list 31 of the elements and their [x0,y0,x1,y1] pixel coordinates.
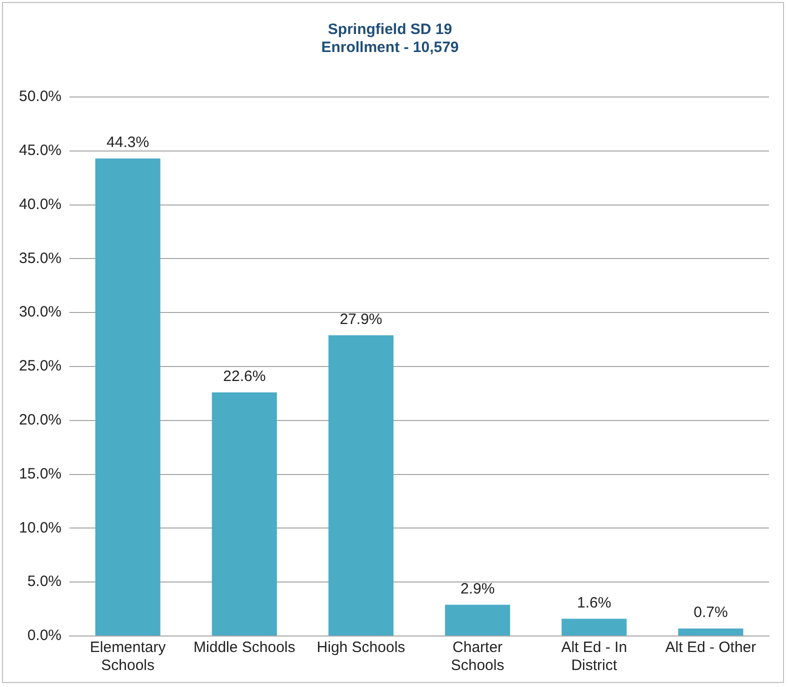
bar [562,618,627,636]
x-tick-label: Alt Ed - Other [665,639,756,656]
data-label: 27.9% [340,310,382,328]
y-tick-label: 30.0% [18,304,62,321]
data-label: 44.3% [106,134,150,152]
y-tick-label: 20.0% [18,412,62,429]
y-tick-label: 15.0% [18,465,62,482]
x-tick-label: Alt Ed - In District [561,639,628,674]
bar [445,604,510,636]
bar [328,335,394,636]
bar [678,628,744,636]
bar [95,158,160,636]
data-label: 2.9% [460,580,495,598]
data-label: 0.7% [694,604,728,622]
y-tick-label: 25.0% [18,358,62,375]
text: Enrollment - 10,579 [321,39,459,56]
x-tick-label: Charter Schools [450,639,504,674]
bar [212,392,277,636]
x-tick-label: Elementary Schools [90,639,166,674]
data-label: 22.6% [223,368,266,386]
y-tick-label: 50.0% [18,88,62,106]
y-tick-label: 35.0% [18,250,62,267]
y-tick-label: 10.0% [18,519,62,536]
y-tick-label: 45.0% [18,142,62,160]
data-label: 1.6% [577,594,612,612]
text: Springfield SD 19 [328,21,452,38]
y-tick-label: 0.0% [27,627,62,644]
x-tick-label: High Schools [316,639,406,656]
y-tick-label: 5.0% [27,573,62,590]
x-tick-label: Middle Schools [194,639,296,656]
y-tick-label: 40.0% [18,196,62,213]
